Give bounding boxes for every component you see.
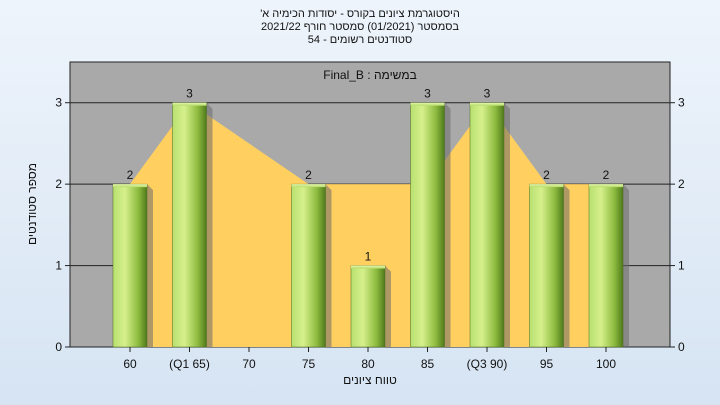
- bar-shadow: [563, 184, 570, 347]
- y-tick-label: 2: [55, 177, 62, 191]
- bar-shadow: [147, 184, 153, 347]
- data-label: 3: [484, 87, 491, 101]
- x-tick-label: (Q1 65): [169, 357, 210, 371]
- y-tick-label-right: 1: [678, 259, 685, 273]
- x-tick-label: 85: [421, 357, 435, 371]
- y-tick-label: 3: [55, 96, 62, 110]
- bar-shadow: [623, 184, 629, 347]
- x-tick-labels: 60 (Q1 65) 70 75 80 85 (Q3 90) 95 100: [123, 347, 616, 371]
- chart-title-line-2: בסמסטר (01/2021) סמסטר חורף 2021/22: [260, 21, 460, 33]
- bar-top: [172, 102, 207, 106]
- chart-titles: היסטוגרמת ציונים בקורס - יסודות הכימיה א…: [0, 8, 720, 47]
- bar-top: [113, 184, 147, 188]
- y-tick-label-right: 3: [678, 96, 685, 110]
- bar-shadow: [385, 265, 391, 347]
- x-tick-label: 60: [123, 357, 137, 371]
- y-tick-label-right: 2: [678, 177, 685, 191]
- y-tick-labels-right: 0 1 2 3: [670, 96, 685, 354]
- bar-shadow: [325, 184, 332, 347]
- y-tick-labels-left: 0 1 2 3: [55, 96, 70, 354]
- x-tick-label: 80: [361, 357, 375, 371]
- x-axis-label: טווח ציונים: [343, 373, 397, 387]
- data-label: 3: [186, 87, 193, 101]
- x-tick-label: 95: [540, 357, 554, 371]
- x-tick-label: 70: [242, 357, 256, 371]
- data-label: 2: [127, 168, 134, 182]
- data-label: 3: [424, 87, 431, 101]
- bar-top: [529, 184, 564, 188]
- data-labels: 2 3 2 1 3 3 2 2: [127, 87, 610, 264]
- bar: [291, 183, 326, 348]
- y-axis-label: מספר סטודנטים: [25, 163, 39, 245]
- bar-shadow: [206, 102, 213, 347]
- bar: [529, 183, 564, 348]
- bar-top: [589, 184, 623, 188]
- y-tick-label: 0: [55, 340, 62, 354]
- chart-title-line-1: היסטוגרמת ציונים בקורס - יסודות הכימיה א…: [260, 8, 460, 20]
- bar: [410, 102, 445, 348]
- x-tick-label: (Q3 90): [467, 357, 508, 371]
- data-label: 2: [305, 168, 312, 182]
- bar: [350, 265, 386, 348]
- bars: [112, 102, 629, 348]
- bar: [588, 183, 624, 348]
- bar-top: [470, 102, 504, 106]
- x-tick-label: 75: [302, 357, 316, 371]
- y-tick-label: 1: [55, 259, 62, 273]
- x-tick-label: 100: [596, 357, 616, 371]
- data-label: 1: [365, 250, 372, 264]
- bar: [469, 102, 505, 348]
- bar-top: [291, 184, 326, 188]
- bar: [112, 183, 148, 348]
- y-tick-label-right: 0: [678, 340, 685, 354]
- bar-top: [351, 265, 385, 269]
- bar-top: [410, 102, 445, 106]
- data-label: 2: [603, 168, 610, 182]
- data-label: 2: [543, 168, 550, 182]
- legend-text: Final_B : במשימה: [323, 68, 417, 82]
- chart-title-line-3: סטודנטים רשומים - 54: [307, 34, 413, 46]
- bar: [172, 102, 207, 348]
- bar-shadow: [444, 102, 451, 347]
- bar-shadow: [504, 102, 510, 347]
